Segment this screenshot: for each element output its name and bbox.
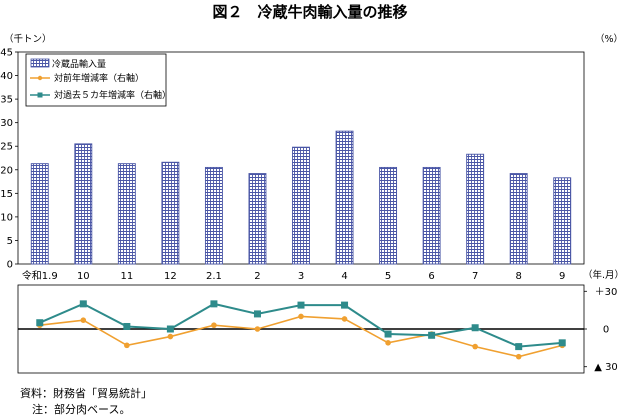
x-tick-label: 3 [298,271,304,282]
x-tick-label: 12 [164,271,177,282]
x-tick-label: 8 [516,271,522,282]
legend-yoy-label: 対前年増減率（右軸） [54,72,144,84]
x-axis-labels: 令和1.9 10 11 12 2.1 2 3 4 5 6 7 8 9 [22,269,566,282]
data-point [297,301,305,309]
line-series [36,300,566,360]
bar [161,161,180,265]
y-axis-ticks: 0 5 10 15 20 25 30 35 40 45 [0,48,18,271]
data-point [124,342,130,349]
data-point [167,333,174,340]
x-tick-label: 7 [472,271,478,282]
y-tick-label: 35 [0,95,13,106]
right-tick-label: ＋30 [595,287,618,298]
data-point [254,326,261,332]
bar [422,166,441,265]
footnote: 注：部分肉ベース。 [32,402,130,416]
bar [553,177,572,265]
legend-5yr-label: 対過去５カ年増減率（右軸） [54,89,171,101]
data-point [515,353,522,360]
data-point [341,316,348,322]
data-point [428,331,436,339]
x-tick-label: 11 [120,271,133,282]
chart-title: 図２ 冷蔵牛肉輸入量の推移 [212,3,407,21]
x-tick-label: 令和1.9 [22,269,58,282]
bar [379,166,398,265]
data-point [341,301,349,309]
data-point [80,317,87,324]
legend-5yr-marker [37,92,43,98]
y-tick-label: 30 [0,118,13,129]
right-axis-unit: （%） [595,33,619,45]
y-tick-label: 20 [0,165,13,176]
bar [292,146,310,265]
data-point [36,319,44,327]
bar [248,173,267,265]
data-point [253,310,261,318]
x-tick-label: 2.1 [206,271,222,282]
line-plot-area: ＋30 0 ▲ 30 [17,284,618,374]
source-note: 資料：財務省「貿易統計」 [20,386,152,400]
bar [117,163,136,265]
x-tick-label: 6 [428,271,434,282]
bar-series [30,130,572,265]
legend-yoy-marker [37,75,43,81]
y-tick-label: 15 [0,189,13,200]
bar [204,166,223,265]
y-tick-label: 10 [0,212,13,223]
legend: 冷蔵品輸入量 対前年増減率（右軸） 対過去５カ年増減率（右軸） [25,53,171,107]
data-point [79,300,87,308]
data-point [298,313,304,320]
bar [466,153,485,265]
data-point [385,340,391,346]
x-tick-label: 10 [77,271,90,282]
data-point [558,339,566,347]
data-point [210,300,218,308]
x-tick-label: 5 [385,271,391,282]
data-point [472,343,478,350]
bar [74,143,93,265]
bar [335,130,354,265]
bar [30,163,49,265]
right-tick-label: 0 [603,325,609,336]
legend-bar-swatch [30,58,50,68]
legend-bar-label: 冷蔵品輸入量 [52,58,106,70]
y-tick-label: 40 [0,71,13,82]
bar [509,173,528,265]
data-point [211,322,217,329]
data-point [384,330,392,338]
x-tick-label: 9 [559,271,565,282]
left-axis-unit: （千トン） [4,33,52,45]
y-tick-label: 5 [7,236,13,247]
right-axis-ticks: ＋30 0 ▲ 30 [584,287,618,373]
data-point [471,324,479,332]
y-tick-label: 45 [0,48,13,59]
right-tick-label: ▲ 30 [594,362,618,373]
x-tick-label: 2 [254,271,260,282]
x-tick-label: 4 [341,271,347,282]
y-tick-label: 0 [7,260,13,271]
y-tick-label: 25 [0,142,13,153]
data-point [123,322,131,330]
data-point [166,325,174,333]
x-axis-unit: （年.月） [583,269,619,281]
data-point [515,343,523,351]
